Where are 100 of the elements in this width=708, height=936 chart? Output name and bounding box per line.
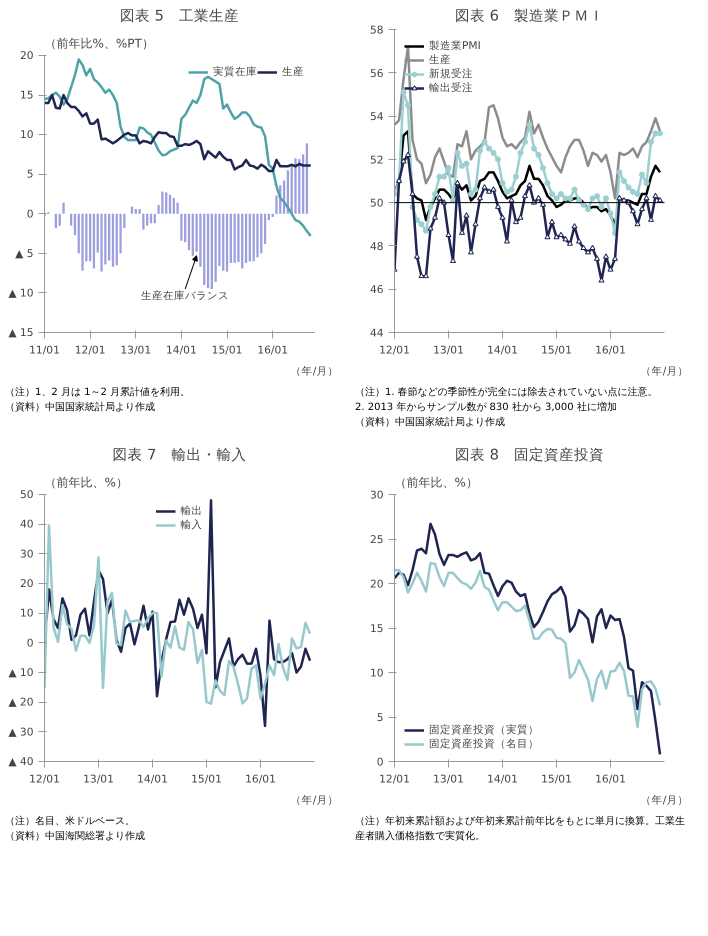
point [585, 206, 591, 212]
x-tick-label: 13/01 [120, 344, 152, 356]
bar [222, 214, 224, 271]
point [500, 214, 506, 220]
point [490, 186, 496, 192]
y-tick-label: 15 [370, 622, 384, 635]
x-tick-label: 12/01 [29, 772, 60, 786]
bar [142, 214, 145, 230]
point [630, 188, 636, 195]
line-series [394, 522, 662, 756]
point [472, 186, 478, 193]
y-tick-label: 30 [20, 547, 34, 560]
legend-label: 製造業PMI [429, 39, 481, 53]
bar [210, 214, 213, 289]
point [554, 195, 560, 202]
point [626, 184, 632, 190]
point [648, 139, 654, 146]
x-tick-label: 16/01 [595, 344, 626, 356]
point [454, 180, 460, 186]
point [621, 178, 627, 184]
x-tick-label: 14/01 [166, 344, 197, 356]
point [531, 146, 537, 152]
point [567, 240, 573, 246]
y-axis-title: （前年比、%） [44, 476, 128, 490]
y-tick-label: ▲ 20 [8, 696, 34, 709]
x-tick-label: 14/01 [487, 344, 518, 356]
point [418, 221, 424, 228]
text: （資料）中国国家統計局より作成 [5, 402, 155, 413]
y-tick-label: 48 [370, 240, 384, 253]
x-tick-label: 13/01 [83, 772, 114, 786]
legend-label: 固定資産投資（実質） [429, 723, 539, 737]
bar [138, 209, 141, 214]
chart-title: 図表 5 工業生産 [120, 8, 239, 24]
point [540, 201, 546, 207]
x-axis-title: （年/月） [290, 364, 338, 378]
point [558, 190, 564, 197]
text: （資料）中国海関総署より作成 [5, 831, 145, 842]
y-tick-label: 50 [20, 488, 34, 501]
x-tick-label: 15/01 [541, 772, 572, 786]
point [558, 232, 564, 238]
y-tick-label: ▲ 10 [8, 666, 34, 679]
point [554, 234, 560, 240]
point [590, 244, 596, 250]
point [446, 232, 452, 238]
y-tick-label: 46 [370, 283, 384, 296]
point [459, 162, 465, 169]
point [423, 228, 429, 234]
point [576, 238, 582, 244]
point [495, 204, 501, 209]
bar [58, 214, 61, 226]
legend-label: 新規受注 [429, 67, 473, 81]
y-tick-label: 10 [20, 128, 34, 142]
chart-title: 図表 6 製造業ＰＭＩ [455, 8, 604, 24]
legend-label: 固定資産投資（名目） [429, 737, 539, 751]
x-tick-label: 13/01 [433, 772, 464, 786]
y-tick-label: ▲ 10 [8, 286, 34, 300]
point [522, 139, 528, 146]
point [418, 272, 424, 278]
point [472, 220, 478, 226]
legend-label: 生産 [429, 53, 451, 67]
bar [234, 214, 236, 263]
point [544, 180, 550, 186]
y-tick-label: 0 [26, 207, 34, 220]
legend-label: 実質在庫 [213, 65, 257, 79]
x-tick-label: 14/01 [487, 772, 518, 786]
text: （注）年初来累計額および年初来累計前年比をもとに単月に換算。工業生産者購入価格指数で実質化。 [355, 814, 686, 844]
point [518, 150, 524, 156]
bar [134, 209, 137, 214]
bar [172, 198, 175, 214]
y-tick-label: 5 [26, 168, 34, 181]
x-tick-label: 16/01 [245, 772, 276, 786]
text: （注）1、2 月は 1～2 月累計値を利用。 [5, 387, 190, 398]
point [486, 146, 492, 152]
y-tick-label: 50 [370, 196, 384, 210]
x-tick-label: 12/01 [379, 772, 410, 786]
x-tick-label: 15/01 [212, 344, 242, 356]
y-tick-label: 10 [370, 666, 384, 680]
x-tick-label: 16/01 [257, 344, 288, 356]
y-tick-label: 20 [370, 578, 384, 590]
point [644, 180, 650, 186]
x-tick-label: 16/01 [595, 772, 626, 786]
text: （資料）中国国家統計局より作成 [355, 417, 505, 428]
point [562, 236, 568, 242]
bar [260, 214, 262, 254]
x-tick-label: 15/01 [541, 344, 572, 356]
bar [62, 202, 65, 214]
point [652, 192, 658, 198]
x-tick-label: 12/01 [379, 344, 410, 356]
chart-title: 図表 7 輸出・輸入 [112, 446, 246, 464]
point [549, 218, 555, 224]
y-tick-label: 56 [370, 66, 384, 80]
point [405, 152, 411, 157]
x-axis-title: （年/月） [640, 794, 688, 806]
x-tick-label: 14/01 [137, 772, 168, 786]
point [594, 256, 600, 261]
point [464, 160, 470, 167]
point [513, 218, 519, 224]
y-tick-label: ▲ 5 [15, 246, 34, 260]
point [468, 190, 474, 197]
line-series [44, 94, 312, 172]
